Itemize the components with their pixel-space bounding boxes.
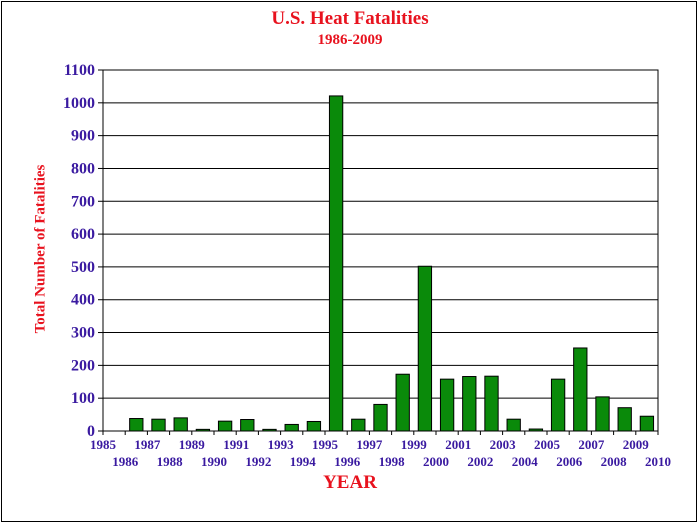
x-tick-label: 2001 xyxy=(445,437,471,452)
y-tick-label: 500 xyxy=(71,259,95,276)
x-tick-label: 1999 xyxy=(401,437,428,452)
bar-1988 xyxy=(173,417,188,432)
y-tick-label: 700 xyxy=(71,193,95,210)
bar-2000 xyxy=(439,378,455,432)
x-tick-label: 1988 xyxy=(157,454,184,469)
bar-2001 xyxy=(462,376,477,432)
bar-2006 xyxy=(573,347,588,432)
x-tick-label: 2004 xyxy=(512,454,539,469)
bar-1994 xyxy=(306,420,322,432)
x-tick-label: 1989 xyxy=(179,437,206,452)
bar-1995 xyxy=(328,95,344,432)
x-tick-label: 1997 xyxy=(356,437,383,452)
y-tick-label: 600 xyxy=(71,226,95,243)
x-tick-label: 1998 xyxy=(379,454,406,469)
x-tick-label: 1991 xyxy=(223,437,249,452)
x-tick-label: 2010 xyxy=(645,454,671,469)
bar-2009 xyxy=(639,415,655,432)
y-tick-label: 0 xyxy=(87,423,95,440)
y-tick-label: 900 xyxy=(71,128,95,145)
bar-1997 xyxy=(373,403,388,432)
bar-1992 xyxy=(262,428,277,432)
bar-2004 xyxy=(528,428,544,432)
x-tick-label: 1992 xyxy=(245,454,271,469)
bar-1987 xyxy=(151,418,166,432)
x-tick-label: 1990 xyxy=(201,454,227,469)
x-tick-label: 2005 xyxy=(534,437,561,452)
bar-2008 xyxy=(617,407,632,432)
bar-1999 xyxy=(417,265,433,432)
bar-1996 xyxy=(351,418,366,432)
x-tick-label: 1993 xyxy=(268,437,295,452)
y-tick-label: 100 xyxy=(71,390,95,407)
x-tick-label: 2007 xyxy=(578,437,605,452)
x-tick-label: 2006 xyxy=(556,454,583,469)
chart-subtitle: 1986-2009 xyxy=(317,32,383,48)
x-tick-label: 1987 xyxy=(134,437,161,452)
y-tick-label: 400 xyxy=(71,292,95,309)
x-tick-label: 2009 xyxy=(623,437,650,452)
plot-area xyxy=(103,70,658,431)
y-tick-label: 200 xyxy=(71,357,95,374)
x-tick-label: 1996 xyxy=(334,454,361,469)
bar-2007 xyxy=(595,396,610,432)
x-axis-label: YEAR xyxy=(323,472,377,493)
y-tick-label: 1100 xyxy=(64,62,95,79)
chart-title: U.S. Heat Fatalities xyxy=(271,8,429,29)
bar-1993 xyxy=(284,423,299,432)
bar-2003 xyxy=(506,418,521,432)
x-tick-label: 1986 xyxy=(112,454,139,469)
bar-2005 xyxy=(550,378,566,432)
x-tick-label: 1985 xyxy=(90,437,117,452)
y-tick-label: 300 xyxy=(71,325,95,342)
x-tick-label: 2008 xyxy=(601,454,628,469)
bar-1989 xyxy=(195,428,211,432)
bar-1998 xyxy=(395,373,410,432)
y-tick-label: 800 xyxy=(71,160,95,177)
x-tick-label: 2000 xyxy=(423,454,449,469)
bar-1991 xyxy=(240,419,255,432)
y-tick-label: 1000 xyxy=(63,95,95,112)
x-tick-label: 1995 xyxy=(312,437,339,452)
x-tick-label: 2003 xyxy=(490,437,517,452)
bar-2002 xyxy=(484,375,499,432)
x-tick-label: 1994 xyxy=(290,454,317,469)
bar-1986 xyxy=(129,418,144,432)
bar-1990 xyxy=(217,420,233,432)
x-tick-label: 2002 xyxy=(467,454,493,469)
